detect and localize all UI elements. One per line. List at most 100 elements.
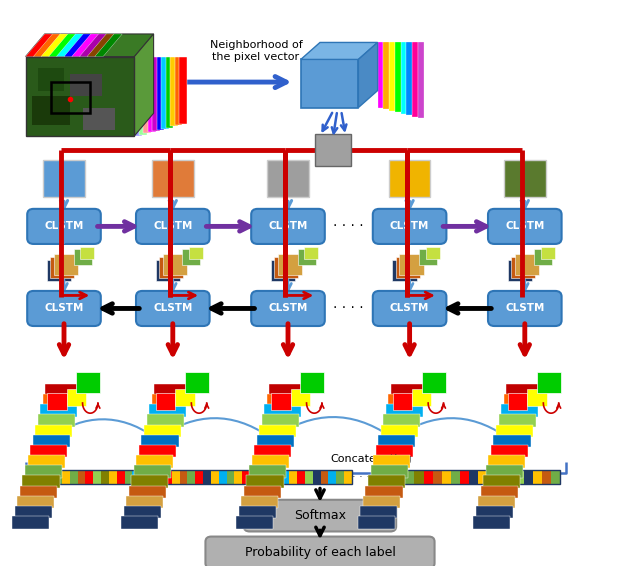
Bar bbox=[506, 384, 543, 396]
Text: CLSTM: CLSTM bbox=[505, 221, 545, 231]
Text: CLSTM: CLSTM bbox=[390, 221, 429, 231]
Bar bbox=[211, 470, 219, 484]
Polygon shape bbox=[72, 34, 99, 57]
Bar bbox=[244, 486, 281, 498]
Bar bbox=[269, 384, 307, 396]
Bar bbox=[152, 394, 189, 406]
FancyBboxPatch shape bbox=[488, 291, 562, 326]
Bar bbox=[185, 372, 209, 393]
Bar bbox=[246, 475, 284, 488]
Bar bbox=[62, 470, 70, 484]
Bar bbox=[478, 496, 515, 508]
Bar bbox=[139, 445, 176, 457]
Bar bbox=[156, 260, 180, 281]
Bar bbox=[33, 435, 70, 447]
Bar bbox=[541, 247, 555, 259]
Bar bbox=[424, 470, 433, 484]
Bar bbox=[46, 470, 54, 484]
Bar bbox=[234, 470, 243, 484]
Bar bbox=[422, 372, 446, 393]
Text: Concatenating: Concatenating bbox=[330, 454, 412, 464]
Bar bbox=[301, 59, 358, 108]
Bar bbox=[189, 247, 203, 259]
Bar bbox=[195, 470, 203, 484]
Bar bbox=[38, 414, 75, 427]
Bar bbox=[219, 470, 227, 484]
Bar bbox=[20, 486, 57, 498]
Text: CLSTM: CLSTM bbox=[268, 221, 308, 231]
Bar bbox=[134, 465, 171, 478]
Bar bbox=[83, 108, 115, 130]
Text: CLSTM: CLSTM bbox=[505, 303, 545, 314]
Bar bbox=[412, 389, 431, 406]
Bar bbox=[156, 393, 175, 410]
Bar bbox=[109, 470, 117, 484]
Bar bbox=[161, 57, 169, 128]
Bar bbox=[74, 249, 92, 265]
Bar bbox=[250, 470, 258, 484]
Bar bbox=[47, 260, 71, 281]
Bar bbox=[70, 470, 77, 484]
Bar bbox=[532, 470, 542, 484]
Bar bbox=[67, 389, 86, 406]
Bar bbox=[478, 470, 487, 484]
Bar bbox=[442, 470, 451, 484]
Bar bbox=[54, 470, 62, 484]
Bar bbox=[527, 389, 547, 406]
Bar bbox=[395, 42, 401, 112]
Bar bbox=[368, 475, 405, 488]
Bar bbox=[511, 257, 535, 278]
Bar bbox=[227, 470, 234, 484]
Bar bbox=[166, 57, 173, 127]
Bar bbox=[315, 134, 351, 166]
Text: Probability of each label: Probability of each label bbox=[244, 546, 396, 559]
Bar bbox=[376, 445, 413, 457]
Bar bbox=[258, 470, 266, 484]
Bar bbox=[140, 470, 148, 484]
FancyBboxPatch shape bbox=[205, 537, 435, 566]
Bar bbox=[172, 470, 179, 484]
FancyArrowPatch shape bbox=[159, 418, 268, 437]
Bar bbox=[51, 82, 90, 113]
Bar bbox=[418, 42, 424, 118]
Text: · · · ·: · · · · bbox=[333, 302, 364, 315]
Polygon shape bbox=[87, 34, 115, 57]
Bar bbox=[148, 57, 156, 132]
Bar bbox=[297, 470, 305, 484]
Bar bbox=[476, 506, 513, 518]
Bar bbox=[80, 247, 94, 259]
Bar bbox=[399, 254, 424, 275]
Polygon shape bbox=[301, 42, 378, 59]
FancyBboxPatch shape bbox=[28, 209, 101, 244]
Bar bbox=[141, 435, 179, 447]
Bar bbox=[524, 470, 532, 484]
Bar bbox=[267, 394, 304, 406]
Bar bbox=[487, 470, 497, 484]
Bar bbox=[344, 470, 352, 484]
Bar bbox=[473, 516, 510, 529]
Bar bbox=[493, 435, 531, 447]
Text: CLSTM: CLSTM bbox=[268, 303, 308, 314]
Bar bbox=[313, 470, 321, 484]
Bar bbox=[175, 57, 182, 125]
Bar bbox=[154, 384, 191, 396]
Bar bbox=[148, 470, 156, 484]
Bar bbox=[164, 470, 172, 484]
Bar bbox=[132, 470, 140, 484]
Text: CLSTM: CLSTM bbox=[153, 303, 193, 314]
Bar bbox=[182, 249, 200, 265]
FancyArrowPatch shape bbox=[275, 417, 389, 437]
Bar bbox=[396, 257, 420, 278]
Bar bbox=[393, 393, 412, 410]
Bar bbox=[159, 257, 183, 278]
Bar bbox=[365, 486, 403, 498]
Bar bbox=[383, 414, 420, 427]
Bar bbox=[38, 470, 46, 484]
FancyBboxPatch shape bbox=[252, 209, 325, 244]
Bar bbox=[257, 435, 294, 447]
Bar bbox=[17, 496, 54, 508]
Bar bbox=[26, 57, 134, 136]
Bar bbox=[534, 249, 552, 265]
Bar bbox=[38, 68, 64, 91]
Bar bbox=[149, 404, 186, 417]
